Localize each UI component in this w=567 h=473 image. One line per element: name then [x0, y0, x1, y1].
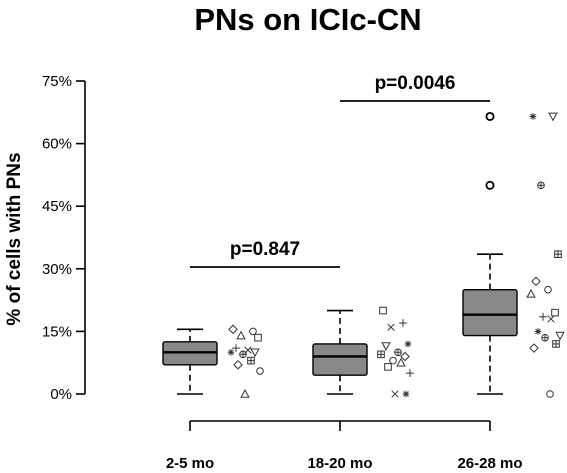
x-tick-label: 26-28 mo [457, 455, 522, 472]
data-point [554, 250, 562, 258]
data-point [529, 113, 537, 120]
data-point [406, 369, 414, 378]
box-iqr [462, 288, 518, 337]
data-point [551, 308, 559, 317]
box-3 [462, 111, 518, 395]
y-axis-label: % of cells with PNs [4, 152, 25, 325]
outlier-point [485, 111, 495, 121]
data-point [384, 363, 392, 371]
data-point [544, 285, 552, 294]
outlier-point [485, 180, 495, 190]
data-point [394, 348, 402, 357]
data-point [547, 315, 555, 323]
data-point [404, 340, 412, 348]
data-point [531, 276, 541, 287]
data-point [534, 328, 542, 335]
data-point [379, 306, 387, 315]
data-point [236, 330, 246, 340]
data-point [546, 390, 554, 398]
data-point [233, 359, 243, 370]
data-point [529, 343, 539, 353]
data-point [526, 288, 536, 298]
y-tick-label: 30% [42, 261, 72, 278]
data-point [256, 367, 264, 375]
data-point [389, 356, 397, 365]
data-point [391, 390, 399, 398]
data-point [541, 333, 549, 342]
data-point [387, 323, 395, 331]
data-point [400, 351, 410, 362]
data-point [227, 348, 235, 356]
box-group [162, 111, 518, 395]
data-point [381, 342, 391, 351]
data-point [537, 181, 545, 190]
data-point [239, 350, 247, 359]
data-point [396, 357, 406, 367]
data-point [249, 327, 257, 336]
data-point [539, 312, 547, 321]
x-tick-label: 18-20 mo [307, 455, 372, 472]
data-point [399, 319, 407, 327]
y-tick-label: 60% [42, 136, 72, 153]
y-tick-label: 45% [42, 198, 72, 215]
data-point [228, 324, 238, 335]
box-1 [162, 328, 218, 395]
data-point [240, 389, 250, 398]
data-point [548, 112, 558, 122]
p-value-label: p=0.0046 [375, 73, 456, 94]
data-point [247, 356, 255, 365]
data-point [250, 348, 260, 358]
y-tick-label: 0% [50, 386, 72, 403]
y-tick-label: 15% [42, 323, 72, 340]
point-group [227, 112, 565, 398]
chart-title: PNs on ICIc-CN [194, 2, 421, 37]
box-iqr [312, 343, 368, 376]
data-point [254, 333, 262, 342]
data-point [402, 390, 410, 398]
x-axis: 2-5 mo 18-20 mo 26-28 mo [166, 420, 523, 472]
data-point [232, 344, 240, 352]
comparison-brackets: p=0.847 p=0.0046 [190, 73, 490, 268]
data-point [377, 350, 385, 359]
x-tick-label: 2-5 mo [166, 455, 214, 472]
box-2 [312, 309, 368, 395]
p-value-label: p=0.847 [230, 239, 300, 260]
data-point [555, 331, 565, 341]
y-axis: 0% 15% 30% 45% 60% 75% [42, 73, 86, 403]
data-point [552, 340, 560, 348]
y-tick-label: 75% [42, 73, 72, 90]
